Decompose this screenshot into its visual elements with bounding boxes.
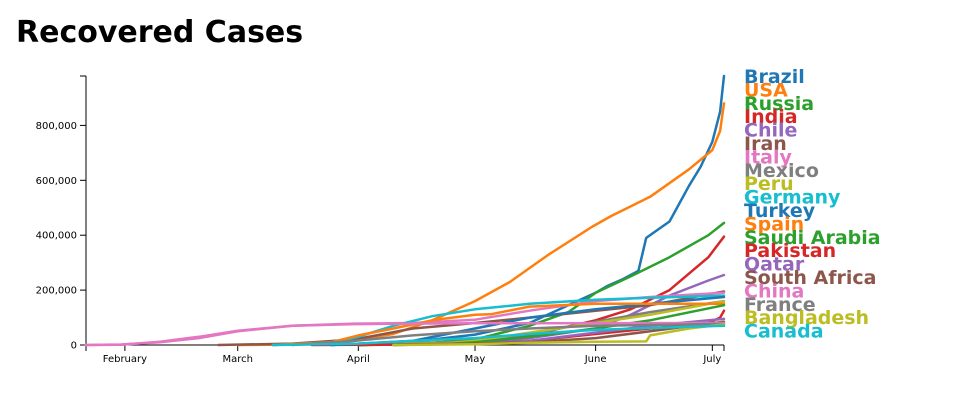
y-tick-label: 800,000 (36, 121, 77, 132)
legend-label-bangladesh: Bangladesh (744, 307, 869, 329)
series-lines (84, 74, 726, 347)
x-axis: February March April May June July (85, 344, 725, 365)
legend-label-germany: Germany (744, 187, 841, 209)
legend-label-usa: USA (744, 79, 788, 101)
legend-label-brazil: Brazil (744, 66, 805, 88)
legend-label-russia: Russia (744, 93, 814, 115)
legend-label-canada: Canada (744, 321, 824, 343)
y-tick-label: 400,000 (36, 231, 77, 242)
y-tick-label: 200,000 (36, 286, 77, 297)
legend-label-turkey: Turkey (744, 200, 816, 222)
legend-label-france: France (744, 294, 816, 316)
y-tick-label: 0 (71, 341, 77, 352)
x-tick-label: April (347, 354, 370, 365)
series-line-france (290, 322, 726, 347)
legend-label-spain: Spain (744, 213, 804, 235)
legend-label-iran: Iran (744, 133, 787, 155)
legend-label-chile: Chile (744, 120, 797, 142)
legend-label-pakistan: Pakistan (744, 240, 836, 262)
x-tick-label: June (584, 354, 607, 365)
y-axis: 0 200,000 400,000 600,000 800,000 (36, 75, 87, 352)
legend-label-saudi-arabia: Saudi Arabia (744, 227, 881, 249)
x-tick-label: February (103, 354, 147, 365)
x-tick-label: May (465, 354, 486, 365)
legend: BrazilUSARussiaIndiaChileIranItalyMexico… (744, 66, 881, 343)
legend-label-peru: Peru (744, 173, 794, 195)
legend-label-india: India (744, 106, 798, 128)
legend-label-china: China (744, 280, 804, 302)
legend-label-italy: Italy (744, 146, 792, 168)
series-line-spain (271, 302, 726, 347)
series-line-china (84, 321, 726, 347)
x-tick-label: July (702, 354, 721, 365)
y-tick-label: 600,000 (36, 176, 77, 187)
legend-label-qatar: Qatar (744, 254, 805, 276)
chart-title: Recovered Cases (16, 15, 304, 50)
x-tick-label: March (222, 354, 252, 365)
legend-label-south-africa: South Africa (744, 267, 876, 289)
legend-label-mexico: Mexico (744, 160, 819, 182)
series-line-canada (271, 324, 726, 347)
series-line-bangladesh (392, 323, 726, 347)
